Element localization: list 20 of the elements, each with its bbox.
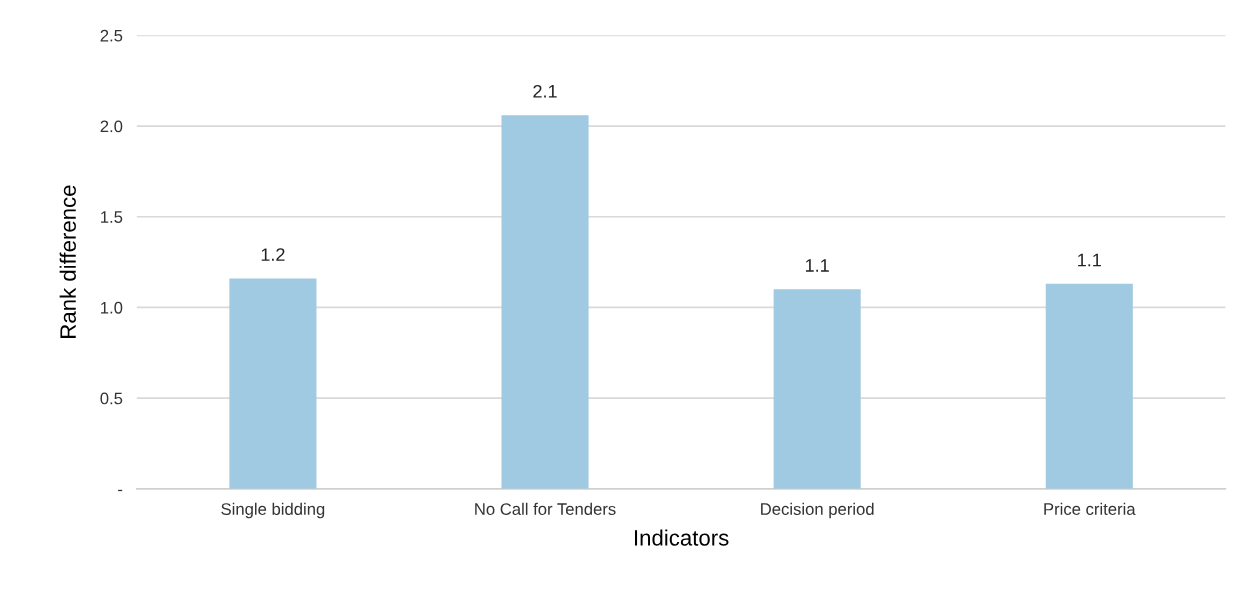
x-tick-label: No Call for Tenders xyxy=(475,502,616,515)
data-label: 1.1 xyxy=(805,259,829,272)
y-tick-label: 2.5 xyxy=(100,29,123,42)
x-tick-label: Decision period xyxy=(761,502,874,519)
bar xyxy=(1045,283,1133,489)
y-tick-label: 2.0 xyxy=(100,120,123,133)
y-tick-label: 1.0 xyxy=(101,301,123,314)
bar xyxy=(501,115,589,489)
y-tick-label: 0.5 xyxy=(100,392,123,405)
x-tick-label: Price criteria xyxy=(1044,502,1136,515)
data-label: 2.1 xyxy=(533,84,557,98)
bar xyxy=(229,278,317,489)
data-label: 1.2 xyxy=(261,248,285,261)
x-axis-title: Indicators xyxy=(634,529,729,546)
y-tick-label: 1.5 xyxy=(101,211,123,223)
y-axis-title: Rank difference xyxy=(59,185,76,338)
y-tick-label: - xyxy=(118,489,123,492)
data-label: 1.1 xyxy=(1078,253,1101,267)
x-tick-label: Single bidding xyxy=(221,502,325,519)
bar xyxy=(773,289,861,489)
